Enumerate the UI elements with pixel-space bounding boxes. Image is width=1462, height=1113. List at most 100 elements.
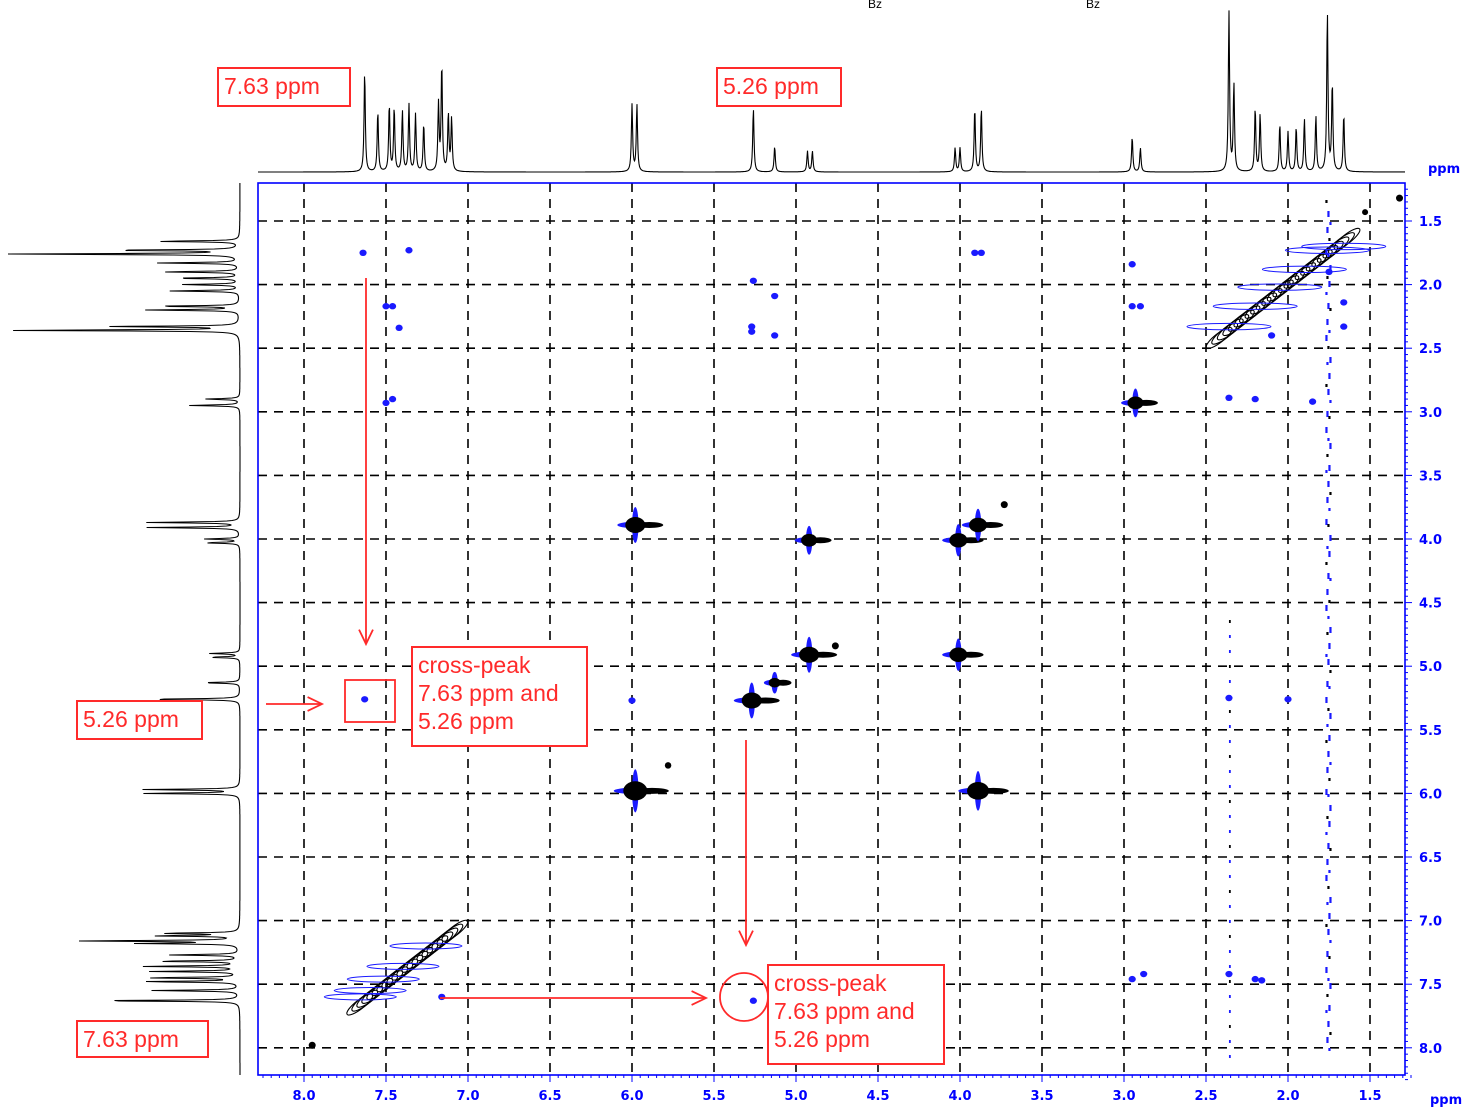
noise-speck bbox=[1328, 956, 1331, 959]
noise-speck bbox=[1326, 276, 1329, 279]
noise-speck bbox=[1326, 497, 1329, 503]
noise-speck bbox=[1328, 330, 1331, 333]
diagonal-ridge-aliphatic bbox=[1272, 275, 1300, 298]
blue-cross-peak bbox=[1128, 303, 1136, 310]
noise-speck bbox=[1228, 770, 1231, 773]
blue-cross-peak bbox=[1136, 303, 1144, 310]
x-tick-label: 4.0 bbox=[948, 1089, 971, 1104]
y-tick-label: 2.0 bbox=[1419, 279, 1442, 294]
noise-speck bbox=[1228, 860, 1231, 863]
noise-speck bbox=[1327, 794, 1330, 797]
top-1d-spectrum bbox=[258, 10, 1405, 173]
noise-speck bbox=[1325, 697, 1328, 703]
noise-speck bbox=[1326, 319, 1329, 325]
noise-speck bbox=[1228, 995, 1231, 998]
noise-speck bbox=[1228, 920, 1231, 923]
blue-cross-peak bbox=[395, 324, 403, 332]
diagonal-ridge-aromatic bbox=[426, 931, 454, 954]
x-tick-label: 5.5 bbox=[702, 1089, 725, 1104]
x-tick-label: 5.0 bbox=[784, 1089, 807, 1104]
aliphatic-smear bbox=[1186, 322, 1272, 331]
noise-speck bbox=[1325, 335, 1328, 341]
cross-peak-core bbox=[1396, 194, 1404, 202]
noise-speck bbox=[1328, 686, 1331, 689]
blue-cross-peak bbox=[1225, 394, 1233, 402]
diagonal-ridge-aromatic bbox=[421, 935, 449, 958]
y-tick-label: 4.0 bbox=[1419, 533, 1442, 548]
blue-cross-peak bbox=[971, 249, 979, 256]
blue-cross-peak bbox=[748, 323, 756, 330]
noise-speck bbox=[1325, 519, 1328, 525]
diagonal-ridge-aliphatic bbox=[1300, 253, 1328, 276]
noise-speck bbox=[1228, 1010, 1231, 1013]
y-tick-label: 2.5 bbox=[1419, 342, 1442, 357]
noise-speck bbox=[1329, 762, 1332, 765]
noise-speck bbox=[1329, 805, 1332, 811]
noise-speck bbox=[1328, 913, 1331, 919]
noise-speck bbox=[1326, 454, 1329, 457]
noise-speck bbox=[1328, 870, 1331, 873]
cross-peak-tail bbox=[774, 679, 792, 686]
cross-peak-core bbox=[801, 533, 818, 547]
noise-speck bbox=[1325, 654, 1328, 657]
black-cross-peak bbox=[1362, 209, 1369, 216]
noise-speck bbox=[1327, 751, 1330, 757]
noise-speck bbox=[1327, 616, 1330, 619]
y-tick-label: 6.0 bbox=[1419, 787, 1442, 802]
noise-speck bbox=[1328, 821, 1331, 827]
noise-speck bbox=[1325, 470, 1328, 473]
noise-speck bbox=[1327, 886, 1330, 889]
blue-cross-peak bbox=[1251, 975, 1259, 983]
noise-speck bbox=[1328, 1005, 1331, 1011]
noise-speck bbox=[1329, 222, 1332, 225]
blue-cross-peak bbox=[361, 696, 369, 703]
left-label-5-26: 5.26 ppm bbox=[76, 700, 203, 740]
noise-speck bbox=[1325, 292, 1328, 295]
diagonal-ridge-aromatic bbox=[416, 939, 444, 962]
noise-speck bbox=[1228, 950, 1231, 953]
diagonal-ridge-aromatic bbox=[441, 919, 469, 942]
top-label-7-63: 7.63 ppm bbox=[217, 67, 351, 107]
noise-speck bbox=[1329, 357, 1332, 363]
noise-speck bbox=[1326, 411, 1329, 417]
noise-speck bbox=[1328, 778, 1331, 781]
noise-speck bbox=[1326, 994, 1329, 997]
noise-speck bbox=[1228, 1025, 1231, 1028]
black-cross-peak bbox=[1396, 194, 1404, 202]
cross-peak-core bbox=[1362, 209, 1369, 216]
y-tick-label: 1.5 bbox=[1419, 215, 1442, 230]
noise-speck bbox=[1329, 940, 1332, 943]
noise-speck bbox=[1327, 659, 1330, 665]
arrow-head bbox=[307, 696, 325, 712]
noise-speck bbox=[1329, 400, 1332, 403]
noise-speck bbox=[1328, 238, 1331, 241]
cross-peak-highlight-circle bbox=[719, 972, 769, 1022]
blue-cross-peak bbox=[1251, 395, 1259, 403]
y-axis-unit-label: ppm bbox=[1428, 162, 1460, 177]
x-tick-label: 6.5 bbox=[538, 1089, 561, 1104]
positive-cross-peaks bbox=[308, 194, 1404, 1049]
noise-speck bbox=[1325, 1010, 1328, 1013]
aliphatic-smear bbox=[1212, 302, 1298, 310]
noise-speck bbox=[1327, 211, 1330, 217]
blue-cross-peak bbox=[382, 303, 390, 310]
diagonal-ridge-aliphatic bbox=[1289, 262, 1317, 285]
cross-peak-label-upper-line1: cross-peak bbox=[418, 652, 531, 678]
noise-speck bbox=[1329, 265, 1332, 271]
noise-speck bbox=[1328, 735, 1331, 741]
cross-peak-tail bbox=[751, 697, 780, 704]
noise-speck bbox=[1228, 650, 1231, 653]
noise-speck bbox=[1228, 890, 1231, 893]
noise-speck bbox=[1329, 308, 1332, 311]
cross-peak-core bbox=[831, 642, 839, 650]
noise-speck bbox=[1228, 725, 1231, 728]
blue-cross-peak bbox=[1340, 323, 1348, 330]
cross-peak-label-lower: cross-peak 7.63 ppm and 5.26 ppm bbox=[767, 964, 945, 1065]
blue-cross-peak bbox=[771, 332, 779, 339]
blue-cross-peak bbox=[749, 997, 757, 1004]
noise-speck bbox=[1326, 724, 1329, 727]
cross-peak-tail bbox=[978, 787, 1009, 794]
noise-speck bbox=[1228, 965, 1231, 968]
noise-speck bbox=[1327, 254, 1330, 257]
